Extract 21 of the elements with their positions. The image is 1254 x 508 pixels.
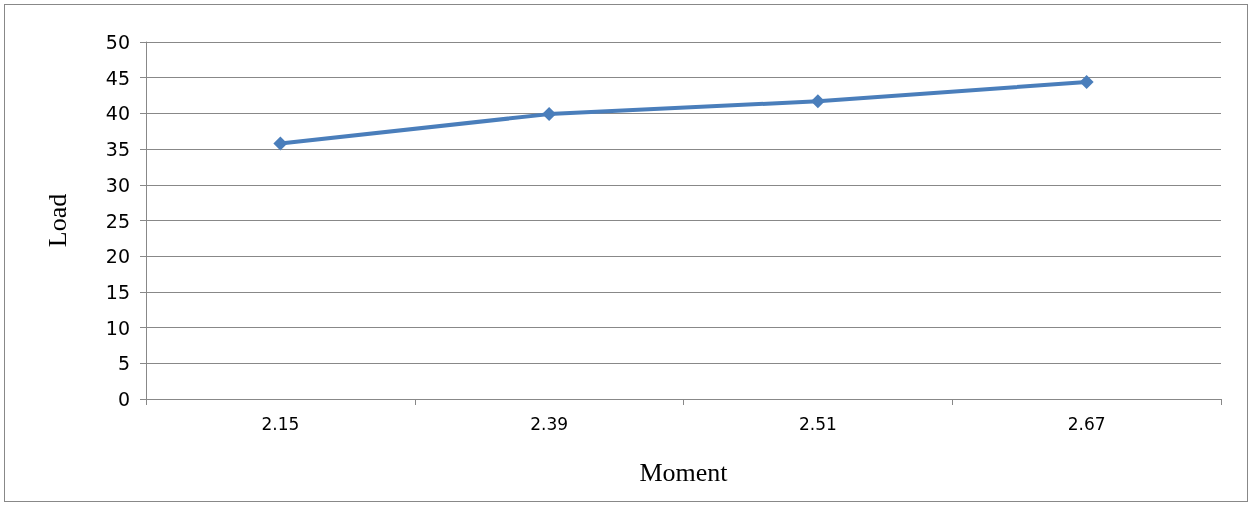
y-tick-label: 15 <box>105 280 130 303</box>
x-tick-label: 2.51 <box>798 413 837 434</box>
y-tick-label: 45 <box>105 66 130 89</box>
point <box>1079 74 1094 89</box>
y-axis-title: Load <box>42 193 72 248</box>
y-tick-label: 35 <box>105 138 130 161</box>
y-tick-label: 40 <box>105 102 130 125</box>
y-tick-label: 0 <box>117 388 130 410</box>
x-tick-label: 2.15 <box>261 413 300 434</box>
point <box>273 136 288 151</box>
y-tick-label: 5 <box>117 352 130 375</box>
y-tick-label: 50 <box>105 31 130 53</box>
y-tick-label: 30 <box>105 173 130 196</box>
x-tick-label: 2.39 <box>530 413 569 434</box>
y-tick-label: 20 <box>105 245 130 268</box>
y-tick-label: 10 <box>105 316 130 339</box>
x-axis-title: Moment <box>639 457 729 487</box>
x-tick-label: 2.67 <box>1067 413 1106 434</box>
point <box>542 107 557 122</box>
point <box>810 94 825 109</box>
y-tick-label: 25 <box>105 209 130 232</box>
